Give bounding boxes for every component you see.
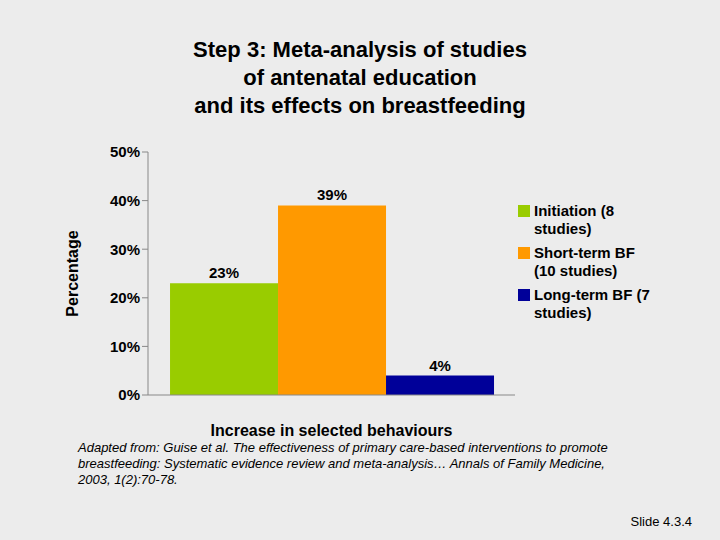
html-text:Adapted from: Guise et al. The: Adapted from: Guise et al. The effective…: [78, 440, 608, 487]
svg-text:0%: 0%: [118, 386, 140, 403]
svg-text:39%: 39%: [317, 186, 347, 203]
svg-text:40%: 40%: [110, 192, 140, 209]
html-text:Short-term BF (10 studies): Short-term BF (10 studies): [534, 244, 635, 279]
html-text:Slide 4.3.4: Slide 4.3.4: [630, 514, 692, 529]
svg-text:Increase in selected behaviour: Increase in selected behaviours: [211, 422, 453, 439]
html-text:Long-term BF (7 studies): Long-term BF (7 studies): [534, 286, 650, 321]
svg-text:10%: 10%: [110, 338, 140, 355]
svg-text:23%: 23%: [209, 264, 239, 281]
svg-text:50%: 50%: [110, 143, 140, 160]
html-text:Step 3: Meta-analysis of studi: Step 3: Meta-analysis of studies of ante…: [193, 37, 527, 118]
svg-text:30%: 30%: [110, 241, 140, 258]
svg-text:4%: 4%: [429, 357, 451, 374]
html-text:Initiation (8 studies): Initiation (8 studies): [534, 202, 614, 237]
svg-text:20%: 20%: [110, 289, 140, 306]
svg-text:Percentage: Percentage: [64, 230, 81, 316]
